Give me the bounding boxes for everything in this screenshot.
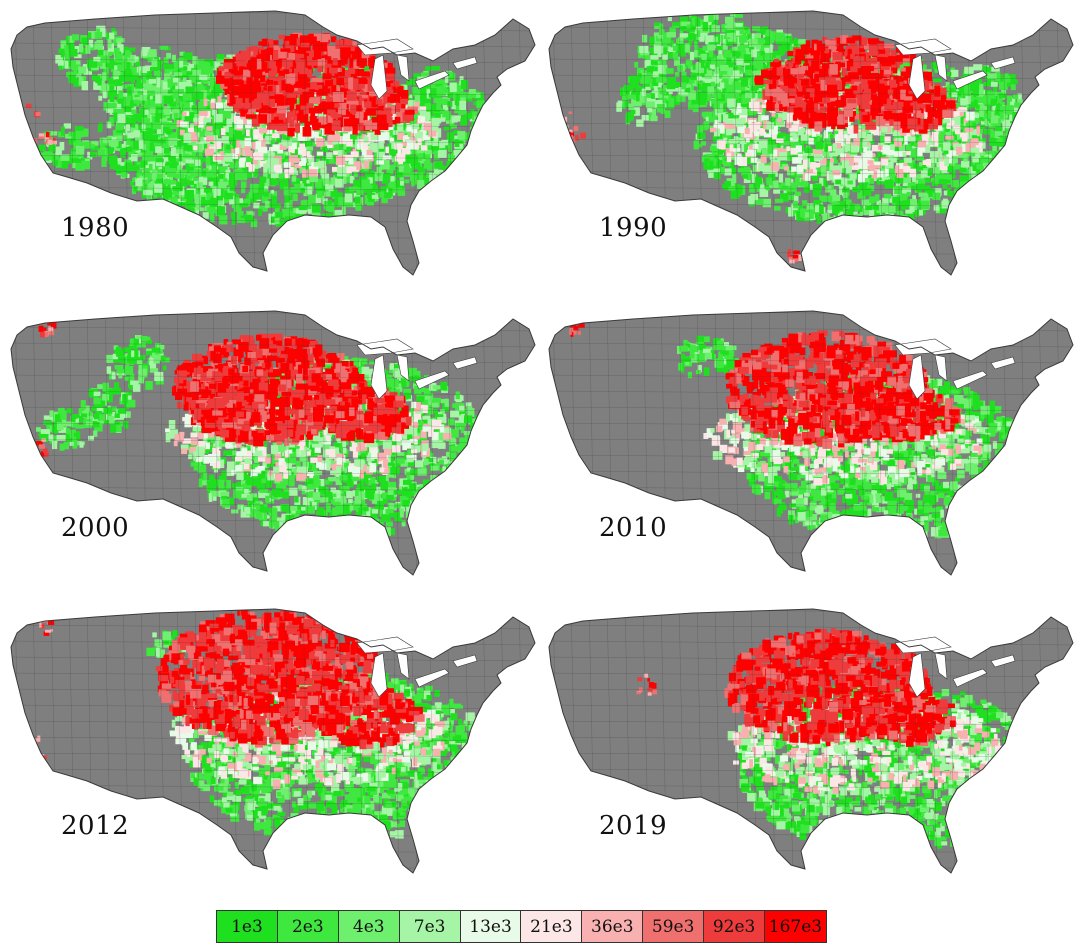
map-panel-2010: 2010 xyxy=(543,305,1078,583)
map-outline xyxy=(548,310,1074,576)
map-panel-2019: 2019 xyxy=(543,603,1078,881)
legend-swatch: 59e3 xyxy=(643,911,705,942)
us-county-map xyxy=(548,310,1074,576)
us-county-map xyxy=(10,608,536,874)
us-county-map xyxy=(10,310,536,576)
year-label: 2010 xyxy=(599,513,667,543)
map-panel-2000: 2000 xyxy=(5,305,540,583)
year-label: 2012 xyxy=(61,811,129,841)
legend-swatch: 7e3 xyxy=(399,911,461,942)
map-panel-1980: 1980 xyxy=(5,5,540,283)
us-county-map xyxy=(548,10,1074,276)
legend-swatch: 167e3 xyxy=(765,911,826,942)
legend-swatch: 21e3 xyxy=(521,911,583,942)
us-county-map xyxy=(548,608,1074,874)
year-label: 2019 xyxy=(599,811,667,841)
legend-swatch: 92e3 xyxy=(704,911,766,942)
map-outline xyxy=(548,10,1074,276)
legend-swatch: 13e3 xyxy=(460,911,522,942)
legend-swatch: 1e3 xyxy=(217,911,278,942)
map-panel-2012: 2012 xyxy=(5,603,540,881)
great-lakes xyxy=(356,38,478,100)
map-outline xyxy=(10,10,536,276)
legend-swatch: 36e3 xyxy=(582,911,644,942)
map-panel-1990: 1990 xyxy=(543,5,1078,283)
year-label: 1990 xyxy=(599,213,667,243)
us-county-map xyxy=(10,10,536,276)
great-lakes xyxy=(356,338,478,400)
great-lakes xyxy=(894,38,1016,100)
map-outline xyxy=(10,608,536,874)
map-outline xyxy=(548,608,1074,874)
great-lakes xyxy=(356,636,478,698)
great-lakes xyxy=(894,338,1016,400)
year-label: 2000 xyxy=(61,513,129,543)
year-label: 1980 xyxy=(61,213,129,243)
great-lakes xyxy=(894,636,1016,698)
legend-swatch: 2e3 xyxy=(277,911,339,942)
legend-swatch: 4e3 xyxy=(338,911,400,942)
color-scale-legend: 1e3 2e3 4e3 7e3 13e3 21e3 36e3 59e3 92e3 167e3 xyxy=(216,910,827,943)
map-outline xyxy=(10,310,536,576)
